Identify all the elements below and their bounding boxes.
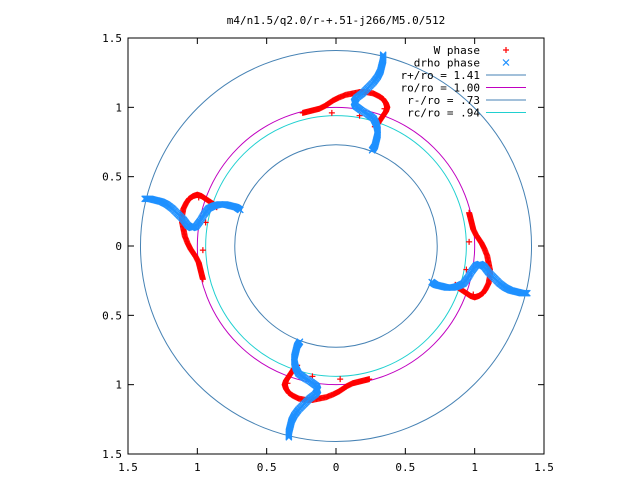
cross-b — [296, 338, 304, 346]
legend-label: r-/ro = .73 — [407, 94, 480, 107]
data-point — [195, 194, 202, 201]
legend-label: W phase — [434, 44, 480, 57]
cross-b — [502, 59, 510, 66]
circle-roro — [196, 106, 476, 386]
y-tick-label: 0.5 — [102, 171, 122, 184]
axes: 1.5 1 0.5 0 0.5 1 1.51.510.500.511.5 — [102, 32, 554, 474]
y-tick-label: 0 — [115, 240, 122, 253]
cross-b — [428, 278, 436, 286]
legend-item: W phase — [434, 44, 509, 57]
cross-b — [236, 206, 244, 214]
legend-item: r+/ro = 1.41 — [401, 69, 526, 82]
data-point — [296, 338, 304, 346]
legend-label: rc/ro = .94 — [407, 107, 480, 120]
cross-b — [368, 146, 376, 154]
y-tick-label: 1.5 — [102, 32, 122, 45]
y-tick-label: 1 — [115, 379, 122, 392]
legend-item: rc/ro = .94 — [407, 107, 526, 120]
data-point — [466, 238, 473, 245]
data-points — [141, 51, 531, 441]
y-tick-label: 1.5 — [102, 448, 122, 461]
legend-label: r+/ro = 1.41 — [401, 69, 480, 82]
data-point — [284, 380, 291, 387]
circle-rro — [139, 49, 533, 443]
x-tick-label: 0.5 — [257, 461, 277, 474]
y-tick-label: 1 — [115, 101, 122, 114]
x-tick-label: 1.5 — [534, 461, 554, 474]
x-tick-label: 1.5 — [118, 461, 138, 474]
series-w-phase — [179, 89, 493, 403]
x-tick-label: 1 — [194, 461, 201, 474]
data-point — [381, 105, 388, 112]
legend-swatch — [502, 59, 510, 66]
legend-swatch — [503, 47, 509, 53]
data-point — [428, 278, 436, 286]
legend-item: drho phase — [414, 57, 510, 70]
x-tick-label: 1 — [471, 461, 478, 474]
legend-label: ro/ro = 1.00 — [401, 82, 480, 95]
data-point — [368, 146, 376, 154]
circle-rcro — [205, 115, 467, 377]
series-drho-phase — [141, 51, 531, 441]
reference-circles — [139, 49, 533, 443]
legend-item: ro/ro = 1.00 — [401, 82, 526, 95]
data-point — [328, 109, 335, 116]
legend-item: r-/ro = .73 — [407, 94, 526, 107]
data-point — [199, 247, 206, 254]
data-point — [236, 206, 244, 214]
data-point — [470, 291, 477, 298]
legend-label: drho phase — [414, 57, 480, 70]
x-tick-label: 0.5 — [395, 461, 415, 474]
y-tick-label: 0.5 — [102, 309, 122, 322]
data-point — [337, 376, 344, 383]
x-tick-label: 0 — [333, 461, 340, 474]
chart-title: m4/n1.5/q2.0/r-+.51-j266/M5.0/512 — [227, 14, 446, 27]
circle-rro — [234, 144, 438, 348]
